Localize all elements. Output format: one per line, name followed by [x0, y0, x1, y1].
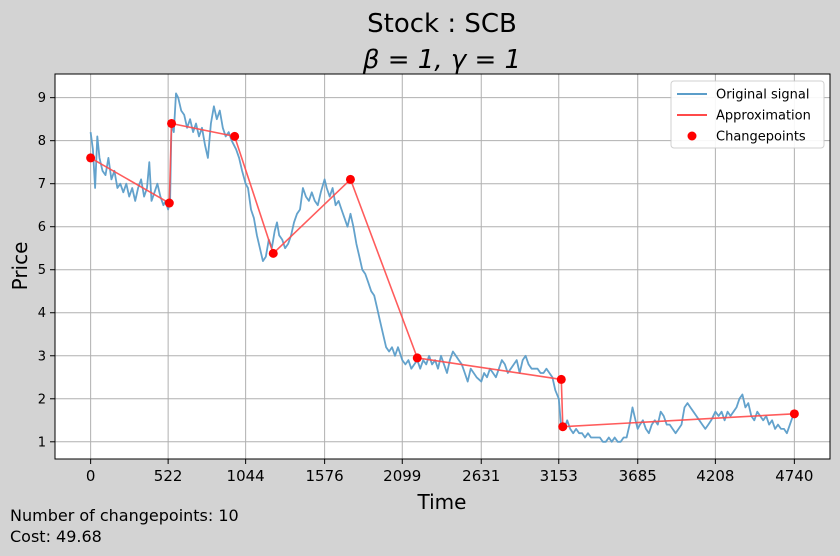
- legend-label: Original signal: [716, 88, 809, 103]
- changepoint-marker: [412, 353, 422, 363]
- x-tick-label: 3153: [540, 467, 578, 485]
- x-tick-label: 2631: [462, 467, 500, 485]
- cost-text: Cost: 49.68: [10, 527, 102, 546]
- changepoint-marker: [230, 131, 240, 141]
- changepoint-marker: [86, 153, 96, 163]
- changepoint-marker: [345, 174, 355, 184]
- y-tick-label: 6: [38, 220, 46, 235]
- changepoint-marker: [164, 198, 174, 208]
- changepoint-marker: [558, 422, 568, 432]
- changepoint-marker: [268, 248, 278, 258]
- y-tick-label: 1: [38, 435, 46, 450]
- y-tick-label: 3: [38, 349, 46, 364]
- x-tick-label: 522: [154, 467, 183, 485]
- x-tick-label: 2099: [383, 467, 421, 485]
- x-tick-label: 3685: [619, 467, 657, 485]
- changepoints-count-text: Number of changepoints: 10: [10, 506, 239, 525]
- x-tick-label: 4208: [696, 467, 734, 485]
- y-axis-label: Price: [8, 242, 32, 291]
- chart-title: Stock : SCB: [367, 9, 517, 39]
- changepoint-marker: [789, 409, 799, 419]
- y-tick-label: 9: [38, 91, 46, 106]
- changepoint-marker: [556, 374, 566, 384]
- y-tick-label: 7: [38, 177, 46, 192]
- legend-swatch: [687, 131, 697, 141]
- legend-box: [670, 80, 825, 149]
- legend-label: Changepoints: [716, 130, 806, 145]
- legend-label: Approximation: [716, 109, 811, 124]
- x-tick-label: 4740: [775, 467, 813, 485]
- series-layer: [86, 92, 799, 443]
- y-tick-label: 5: [38, 263, 46, 278]
- approximation-line: [90, 122, 795, 428]
- plot-frame: [54, 73, 831, 460]
- y-tick-label: 2: [38, 392, 46, 407]
- original-signal-line: [89, 92, 796, 443]
- x-tick-label: 1044: [227, 467, 265, 485]
- y-tick-label: 8: [38, 134, 46, 149]
- changepoint-marker: [167, 118, 177, 128]
- axes: 0 522 1044 1576 2099 2631 3153 3685 4208 4740 1 2 3 4…: [38, 91, 814, 485]
- chart-subtitle: β = 1, γ = 1: [362, 45, 521, 75]
- x-axis-label: Time: [417, 490, 467, 514]
- y-tick-label: 4: [38, 306, 46, 321]
- x-tick-label: 0: [86, 467, 96, 485]
- legend: Original signal Approximation Changepoints: [670, 80, 825, 149]
- x-tick-label: 1576: [306, 467, 344, 485]
